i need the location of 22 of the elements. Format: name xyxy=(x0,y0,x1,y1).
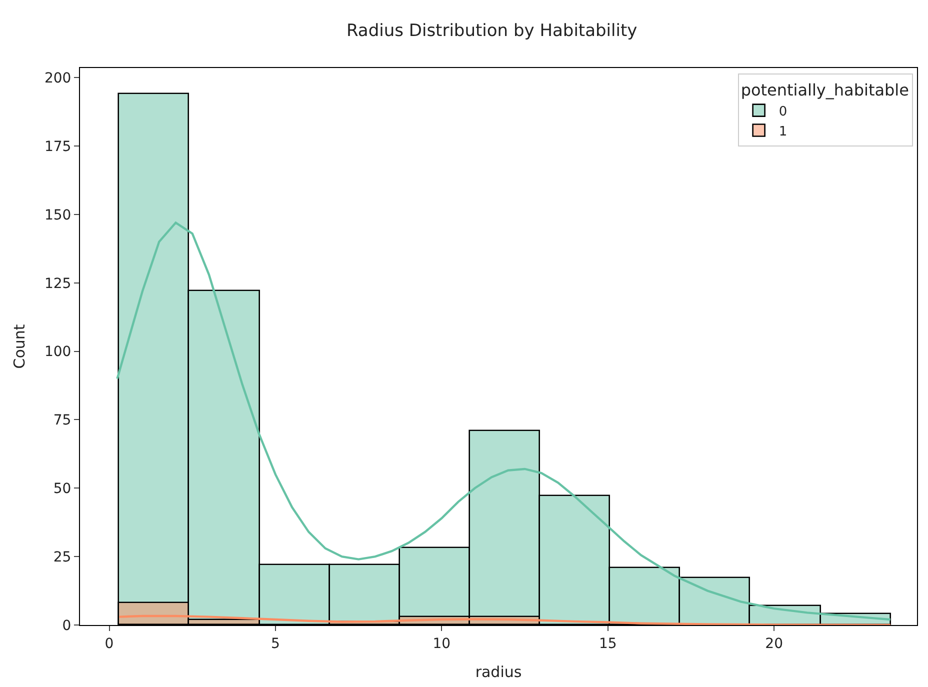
y-tick-label: 50 xyxy=(53,481,72,498)
x-tick-label: 20 xyxy=(765,636,783,652)
y-tick-label: 0 xyxy=(62,618,72,634)
line-series xyxy=(116,222,892,621)
y-tick-label: 25 xyxy=(53,549,72,566)
legend-label: 1 xyxy=(778,124,788,140)
legend-title: potentially_habitable xyxy=(740,80,909,100)
y-tick-label: 150 xyxy=(44,207,72,224)
x-tick-label: 15 xyxy=(598,636,617,652)
y-tick-label: 100 xyxy=(44,344,72,360)
line-series xyxy=(118,614,892,625)
y-tick-label: 125 xyxy=(44,276,72,292)
y-tick-label: 175 xyxy=(44,138,72,155)
y-tick-label: 75 xyxy=(53,412,72,429)
x-tick-label: 5 xyxy=(271,636,280,652)
y-tick-label: 200 xyxy=(44,70,72,86)
x-tick-label: 10 xyxy=(432,636,451,652)
x-tick-label: 0 xyxy=(104,636,114,652)
legend-label: 0 xyxy=(778,104,788,120)
chart-title: Radius Distribution by Habitability xyxy=(346,20,638,41)
x-axis-title: radius xyxy=(475,662,522,681)
y-axis-title: Count xyxy=(10,324,29,369)
